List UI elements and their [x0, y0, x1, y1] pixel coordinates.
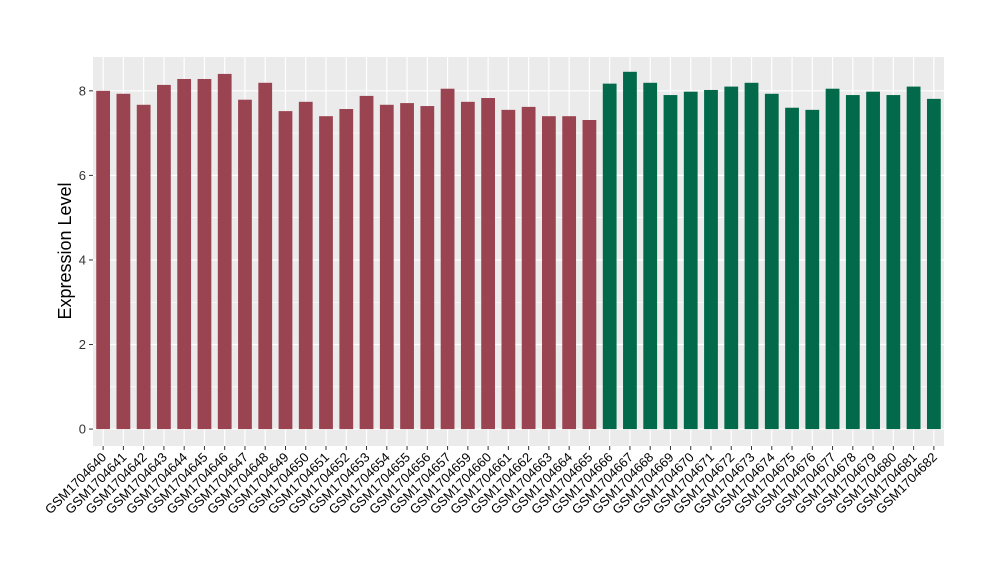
bars [96, 71, 941, 430]
y-tick-label: 8 [79, 83, 86, 98]
bar-GSM1704662 [521, 106, 536, 430]
bar-GSM1704653 [359, 95, 374, 430]
y-axis-label: Expression Level [55, 182, 75, 319]
bar-GSM1704651 [319, 116, 333, 430]
bar-GSM1704640 [96, 90, 111, 430]
bar-GSM1704677 [825, 88, 840, 430]
bar-GSM1704680 [886, 95, 901, 430]
bar-GSM1704678 [845, 95, 860, 430]
y-tick-label: 6 [79, 168, 86, 183]
bar-GSM1704667 [623, 71, 637, 430]
bar-GSM1704656 [420, 106, 435, 430]
bar-GSM1704660 [481, 98, 495, 430]
bar-GSM1704670 [683, 91, 698, 430]
bar-GSM1704668 [643, 82, 658, 430]
bar-GSM1704675 [785, 107, 799, 430]
bar-GSM1704652 [339, 109, 354, 430]
bar-GSM1704679 [866, 91, 880, 430]
bar-GSM1704650 [298, 101, 313, 430]
bar-GSM1704641 [116, 93, 131, 430]
bar-GSM1704672 [724, 86, 739, 430]
x-axis-ticks: GSM1704640GSM1704641GSM1704642GSM1704643… [42, 446, 940, 517]
bar-GSM1704648 [258, 82, 273, 430]
bar-GSM1704671 [704, 89, 718, 430]
bar-GSM1704644 [177, 78, 192, 430]
bar-GSM1704647 [238, 99, 252, 430]
y-tick-label: 2 [79, 337, 86, 352]
plot-panel [93, 57, 944, 446]
bar-GSM1704646 [217, 73, 232, 430]
y-tick-label: 4 [79, 252, 86, 267]
y-axis-ticks: 0 2 4 6 8 [79, 83, 93, 437]
bar-GSM1704663 [542, 116, 556, 430]
bar-GSM1704665 [582, 120, 597, 430]
bar-GSM1704664 [562, 116, 577, 430]
bar-GSM1704645 [197, 78, 212, 430]
bar-GSM1704657 [440, 88, 455, 430]
bar-GSM1704666 [602, 83, 617, 430]
y-tick-label: 0 [79, 422, 86, 437]
bar-GSM1704642 [136, 104, 151, 430]
bar-GSM1704655 [400, 103, 414, 430]
bar-GSM1704674 [764, 93, 779, 430]
bar-GSM1704669 [663, 95, 678, 430]
bar-GSM1704681 [906, 86, 921, 430]
bar-GSM1704643 [157, 84, 171, 430]
bar-GSM1704654 [379, 104, 394, 430]
bar-GSM1704649 [278, 111, 293, 430]
bar-GSM1704673 [744, 82, 759, 430]
bar-GSM1704659 [460, 101, 475, 430]
bar-GSM1704676 [805, 109, 820, 430]
bar-GSM1704661 [501, 109, 516, 430]
bar-GSM1704682 [926, 98, 941, 430]
